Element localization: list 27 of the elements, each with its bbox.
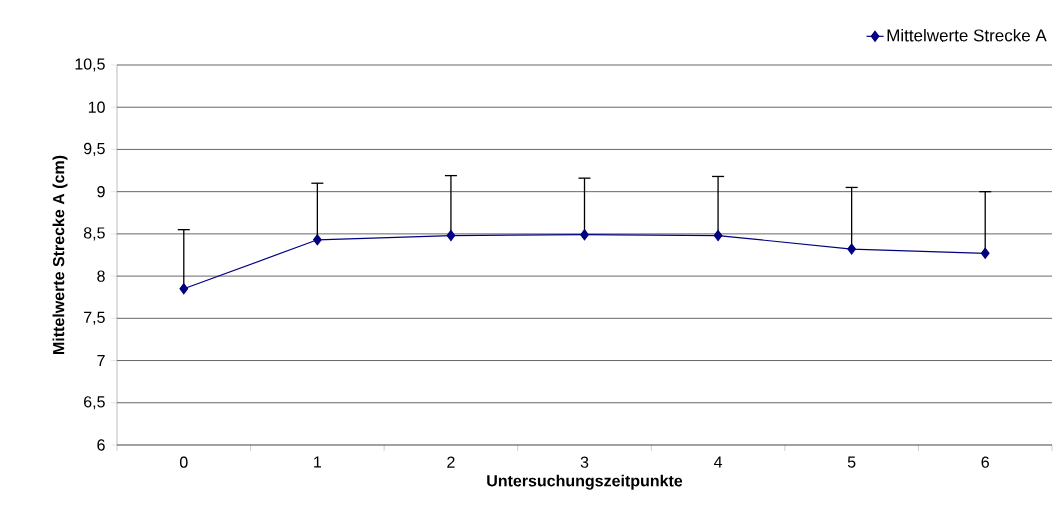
point bbox=[179, 283, 189, 295]
point bbox=[313, 234, 322, 246]
x-tick-label: 5 bbox=[847, 456, 856, 468]
y-tick-label: 10,5 bbox=[75, 58, 105, 72]
x-tick-label: 0 bbox=[179, 456, 188, 468]
point bbox=[980, 247, 990, 259]
legend-label: Mittelwerte Strecke A bbox=[887, 28, 1047, 42]
point bbox=[713, 229, 723, 242]
y-tick-label: 9 bbox=[97, 186, 105, 198]
y-tick-label: 7,5 bbox=[84, 311, 105, 325]
point bbox=[446, 229, 456, 242]
x-tick-label: 6 bbox=[981, 456, 989, 468]
y-axis-title: Mittelwerte Strecke A (cm) bbox=[52, 155, 68, 354]
x-axis-title: Untersuchungszeitpunkte bbox=[487, 474, 683, 490]
point bbox=[847, 243, 856, 255]
x-tick-label: 2 bbox=[447, 456, 455, 468]
x-tick-label: 3 bbox=[580, 456, 589, 468]
y-tick-label: 8 bbox=[97, 270, 105, 282]
y-tick-label: 6,5 bbox=[84, 396, 105, 410]
y-tick-label: 8,5 bbox=[83, 227, 105, 241]
x-tick-label: 1 bbox=[314, 456, 322, 468]
point bbox=[580, 229, 589, 241]
y-tick-label: 9,5 bbox=[83, 142, 105, 157]
y-tick-label: 10 bbox=[88, 101, 105, 113]
y-tick-label: 6 bbox=[97, 439, 105, 451]
y-tick-label: 7 bbox=[97, 355, 105, 367]
x-tick-label: 4 bbox=[713, 456, 723, 468]
